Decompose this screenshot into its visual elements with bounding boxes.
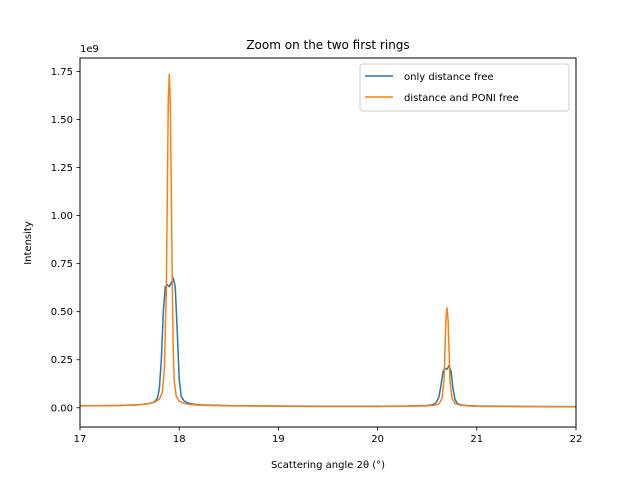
series-layer — [80, 73, 576, 408]
y-tick-label: 1.25 — [51, 163, 73, 174]
plot-frame — [79, 57, 577, 428]
legend-box — [359, 63, 570, 112]
y-axis: 0.00 0.25 0.50 0.75 1.00 1.25 1.50 1.75 — [51, 67, 80, 414]
x-tick-label: 19 — [272, 434, 285, 445]
series-line-2 — [80, 73, 576, 408]
legend-label-2: distance and PONI free — [404, 93, 519, 104]
x-tick-label: 20 — [371, 434, 384, 445]
y-tick-label: 0.75 — [51, 259, 73, 270]
x-tick-label: 17 — [74, 434, 87, 445]
x-axis: 17 18 19 20 21 22 — [74, 427, 583, 445]
y-axis-label: Intensity — [23, 221, 34, 265]
x-tick-label: 21 — [470, 434, 483, 445]
y-tick-label: 0.25 — [51, 355, 73, 366]
plot-area — [79, 57, 577, 428]
legend: only distance free distance and PONI free — [359, 63, 570, 112]
y-tick-label: 1.75 — [51, 67, 73, 78]
y-offset-label: 1e9 — [80, 44, 99, 55]
x-tick-label: 18 — [173, 434, 186, 445]
y-tick-label: 0.00 — [51, 403, 73, 414]
x-tick-label: 22 — [570, 434, 583, 445]
y-tick-label: 0.50 — [51, 307, 73, 318]
y-tick-label: 1.50 — [51, 115, 73, 126]
y-tick-label: 1.00 — [51, 211, 73, 222]
x-axis-label: Scattering angle 2θ (°) — [271, 460, 385, 471]
legend-label-1: only distance free — [404, 72, 494, 83]
chart-title: Zoom on the two first rings — [246, 38, 409, 52]
